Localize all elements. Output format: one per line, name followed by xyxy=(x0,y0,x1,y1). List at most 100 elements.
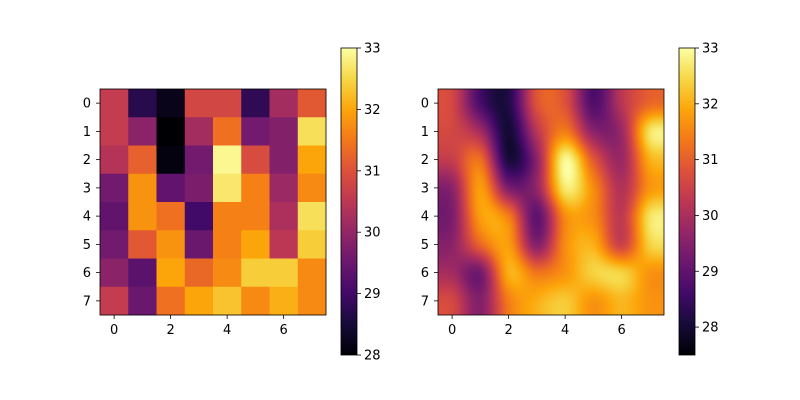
heatmap-cell xyxy=(269,230,299,259)
left-x-tick-label: 0 xyxy=(110,323,118,338)
right-y-tick-label: 6 xyxy=(421,266,429,281)
left-colorbar-tick-label: 29 xyxy=(364,287,381,302)
heatmap-cell xyxy=(184,173,214,203)
heatmap-cell xyxy=(156,230,186,259)
left-colorbar-frame xyxy=(340,47,358,356)
heatmap-cell xyxy=(297,202,327,231)
heatmap-cell xyxy=(100,230,129,259)
heatmap-cell xyxy=(156,145,186,175)
left-colorbar-tick-label: 32 xyxy=(364,103,381,118)
left-y-tick-label: 0 xyxy=(83,97,91,112)
right-colorbar-tick-label: 33 xyxy=(702,42,719,57)
heatmap-cell xyxy=(128,230,157,259)
heatmap-cell xyxy=(128,286,157,316)
heatmap-cell xyxy=(213,286,242,316)
heatmap-cell xyxy=(213,258,242,288)
heatmap-cell xyxy=(100,117,129,146)
heatmap-cell xyxy=(156,286,186,316)
left-colorbar-gradient xyxy=(341,48,357,355)
left-y-tick-label: 3 xyxy=(83,181,91,196)
heatmap-cell xyxy=(100,145,129,175)
heatmap-cell xyxy=(100,286,129,316)
heatmap-cell xyxy=(213,173,242,203)
right-colorbar-tick-label: 28 xyxy=(702,321,719,336)
right-colorbar: 28 29 30 31 32 33 xyxy=(678,42,719,356)
right-colorbar-tick-label: 29 xyxy=(702,265,719,280)
left-y-tick-label: 4 xyxy=(83,210,91,225)
right-heatmap-frame xyxy=(437,88,665,316)
heatmap-cell xyxy=(128,173,157,203)
right-y-tick-label: 5 xyxy=(421,238,429,253)
heatmap-cell xyxy=(156,89,186,118)
heatmap-cell xyxy=(241,286,270,316)
right-y-tick-label: 2 xyxy=(421,153,429,168)
heatmap-cell xyxy=(100,258,129,288)
heatmap-cell xyxy=(100,173,129,203)
heatmap-cell xyxy=(184,117,214,146)
heatmap-cell xyxy=(297,230,327,259)
heatmap-cell xyxy=(241,202,270,231)
heatmap-cell xyxy=(128,145,157,175)
heatmap-cell xyxy=(297,117,327,146)
left-x-tick-label: 2 xyxy=(166,323,174,338)
heatmap-cell xyxy=(213,117,242,146)
right-x-tick-label: 6 xyxy=(617,323,625,338)
heatmap-cell xyxy=(269,89,299,118)
left-colorbar-tick-label: 30 xyxy=(364,226,381,241)
right-x-tick-label: 0 xyxy=(448,323,456,338)
left-y-axis: 0 1 2 3 4 5 6 7 xyxy=(83,97,100,309)
heatmap-cell xyxy=(184,202,214,231)
heatmap-cell xyxy=(297,258,327,288)
left-heatmap: 0 2 4 6 0 1 2 3 4 5 6 7 xyxy=(83,88,327,338)
right-colorbar-frame xyxy=(678,47,696,356)
heatmap-cell xyxy=(156,173,186,203)
heatmap-cell xyxy=(269,286,299,316)
heatmap-cell xyxy=(213,230,242,259)
heatmap-cell xyxy=(184,145,214,175)
heatmap-cell xyxy=(184,258,214,288)
heatmap-cell xyxy=(128,258,157,288)
heatmap-cell xyxy=(241,89,270,118)
left-heatmap-cells xyxy=(100,89,327,316)
left-colorbar-tick-label: 33 xyxy=(364,42,381,57)
left-x-tick-label: 6 xyxy=(279,323,287,338)
left-y-tick-label: 7 xyxy=(83,294,91,309)
right-colorbar-tick-label: 31 xyxy=(702,153,719,168)
heatmap-cell xyxy=(241,230,270,259)
left-x-tick-label: 4 xyxy=(223,323,231,338)
heatmap-cell xyxy=(269,258,299,288)
left-y-tick-label: 5 xyxy=(83,238,91,253)
heatmap-cell xyxy=(156,117,186,146)
heatmap-cell xyxy=(241,117,270,146)
right-colorbar-tick-label: 32 xyxy=(702,97,719,112)
heatmap-cell xyxy=(297,173,327,203)
heatmap-cell xyxy=(269,173,299,203)
heatmap-cell xyxy=(297,286,327,316)
heatmap-cell xyxy=(100,89,129,118)
heatmap-cell xyxy=(128,202,157,231)
heatmap-cell xyxy=(213,145,242,175)
right-heatmap: 0 2 4 6 0 1 2 3 4 5 6 7 xyxy=(421,88,665,338)
left-y-tick-label: 2 xyxy=(83,153,91,168)
heatmap-cell xyxy=(100,202,129,231)
left-colorbar: 28 29 30 31 32 33 xyxy=(340,42,381,364)
left-heatmap-frame xyxy=(99,88,327,316)
heatmap-cell xyxy=(156,202,186,231)
right-heatmap-image xyxy=(438,89,664,315)
right-x-tick-label: 2 xyxy=(504,323,512,338)
left-y-tick-label: 1 xyxy=(83,125,91,140)
heatmap-cell xyxy=(213,202,242,231)
heatmap-cell xyxy=(241,145,270,175)
heatmap-cell xyxy=(241,258,270,288)
left-colorbar-ticks: 28 29 30 31 32 33 xyxy=(357,42,381,364)
heatmap-cell xyxy=(269,202,299,231)
right-x-axis: 0 2 4 6 xyxy=(448,315,626,338)
heatmap-cell xyxy=(184,286,214,316)
heatmap-cell xyxy=(297,89,327,118)
heatmap-cell xyxy=(241,173,270,203)
right-colorbar-gradient xyxy=(679,48,695,355)
left-colorbar-tick-label: 31 xyxy=(364,164,381,179)
right-y-tick-label: 3 xyxy=(421,181,429,196)
right-y-axis: 0 1 2 3 4 5 6 7 xyxy=(421,97,438,309)
